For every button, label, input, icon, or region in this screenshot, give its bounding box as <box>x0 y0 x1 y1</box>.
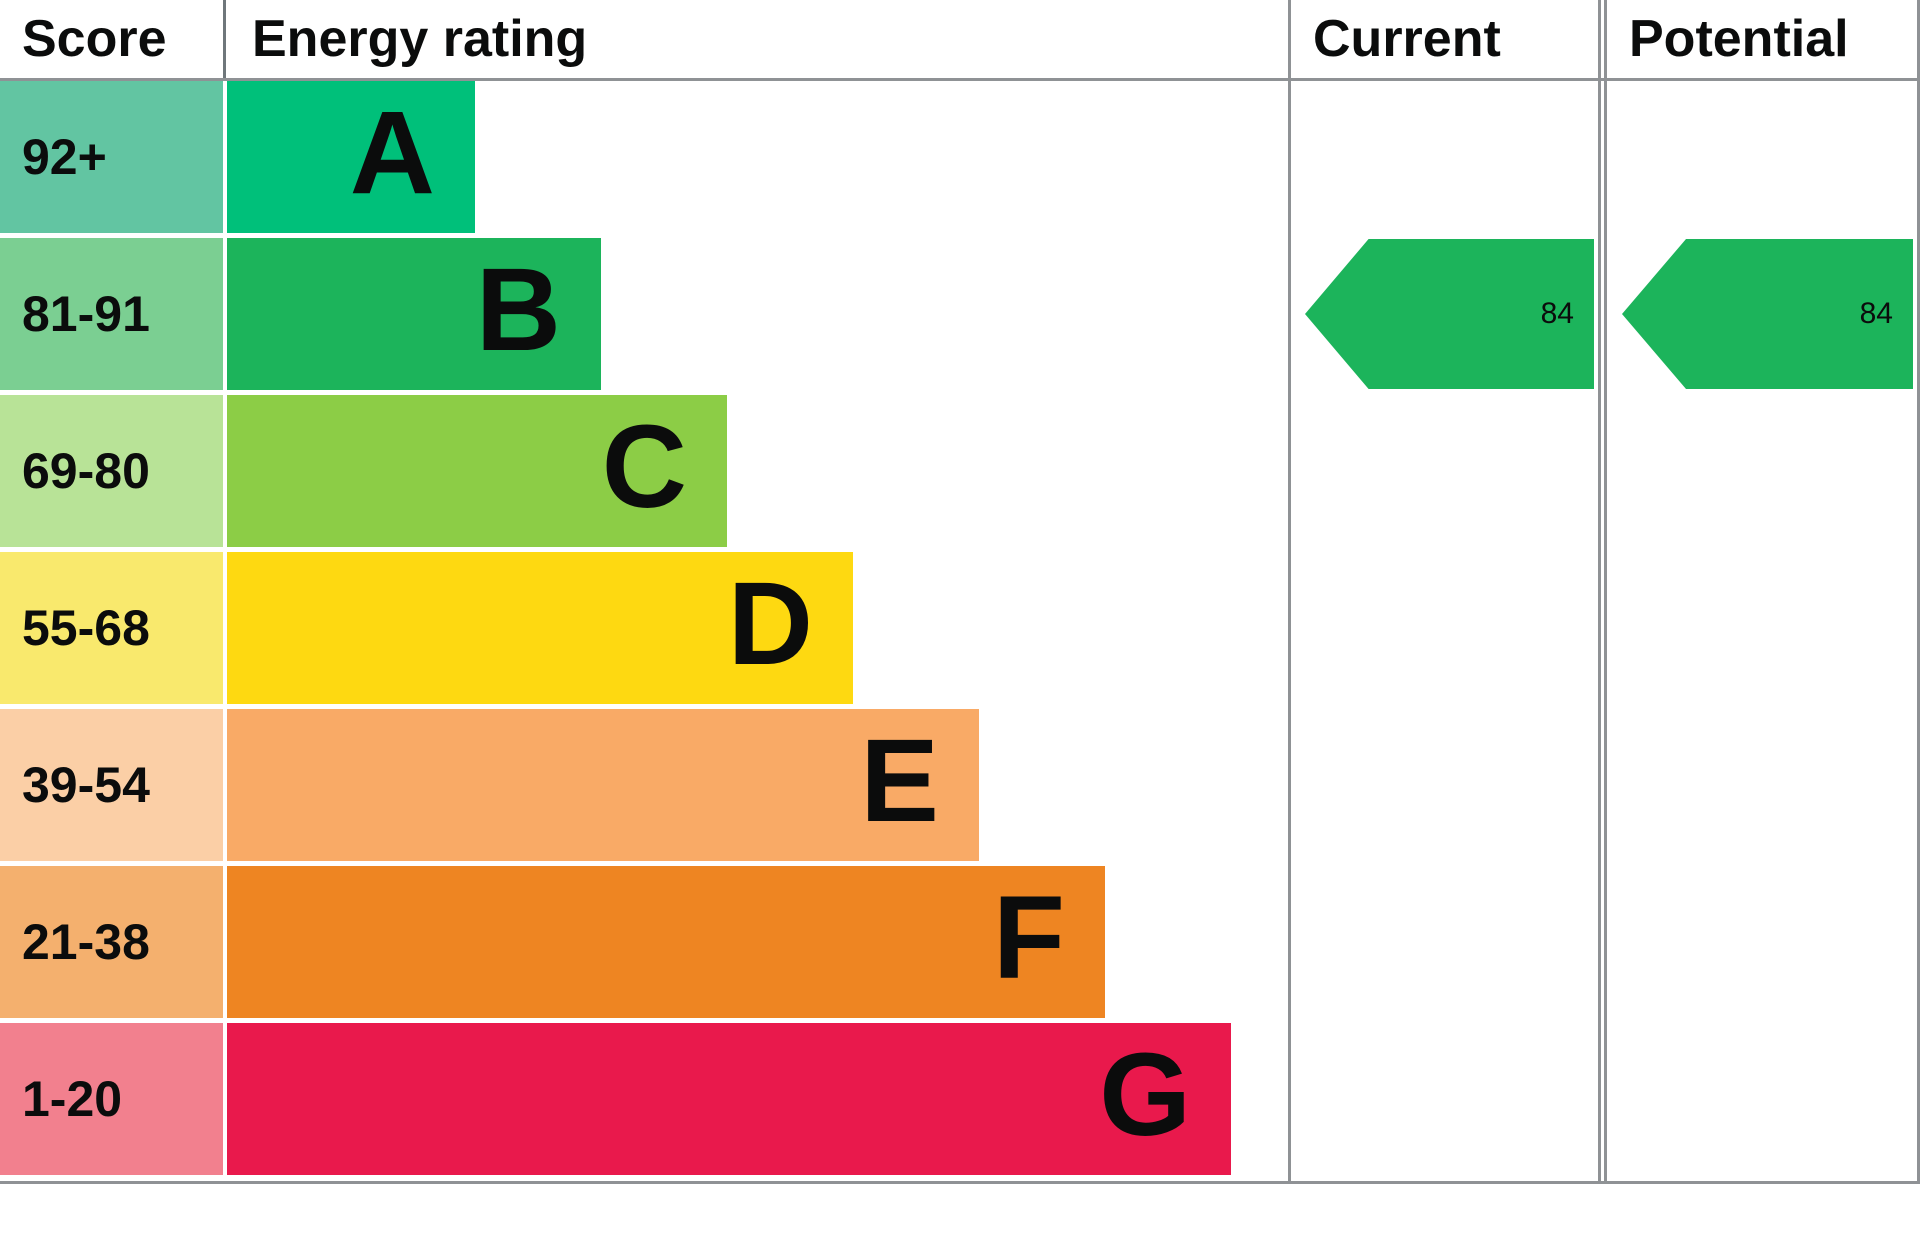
band-bar-f: F <box>227 866 1105 1018</box>
band-row-c: 69-80 C <box>0 395 1288 547</box>
band-score-a: 92+ <box>0 81 223 233</box>
band-letter-b: B <box>475 244 561 376</box>
band-bar-a: A <box>227 81 475 233</box>
potential-rating-arrow: 84 <box>1622 239 1913 389</box>
energy-rating-header: Energy rating <box>223 0 1920 78</box>
band-letter-e: E <box>860 715 939 847</box>
band-row-e: 39-54 E <box>0 709 1288 861</box>
band-row-b: 81-91 B <box>0 238 1288 390</box>
chart-header-row: Score Energy rating <box>0 0 1920 78</box>
band-bar-e: E <box>227 709 979 861</box>
band-row-a: 92+ A <box>0 81 1288 233</box>
band-list: 92+ A 81-91 B 69-80 C 55-68 D 39-54 <box>0 81 1288 1180</box>
potential-rating-value: 84 <box>1859 297 1893 330</box>
potential-column: Potential <box>1604 0 1920 1181</box>
band-letter-c: C <box>601 401 687 533</box>
band-score-g: 1-20 <box>0 1023 223 1175</box>
band-letter-f: F <box>992 872 1065 1004</box>
band-row-f: 21-38 F <box>0 866 1288 1018</box>
band-bar-b: B <box>227 238 601 390</box>
band-row-g: 1-20 G <box>0 1023 1288 1175</box>
bottom-divider <box>0 1181 1920 1184</box>
band-letter-d: D <box>727 558 813 690</box>
band-letter-g: G <box>1099 1029 1191 1161</box>
score-header: Score <box>22 10 167 68</box>
band-letter-a: A <box>349 87 435 219</box>
current-rating-arrow: 84 <box>1305 239 1594 389</box>
header-divider <box>0 78 1920 81</box>
current-rating-value: 84 <box>1540 297 1574 330</box>
band-score-d: 55-68 <box>0 552 223 704</box>
band-score-e: 39-54 <box>0 709 223 861</box>
band-score-f: 21-38 <box>0 866 223 1018</box>
band-score-b: 81-91 <box>0 238 223 390</box>
band-bar-g: G <box>227 1023 1231 1175</box>
band-score-c: 69-80 <box>0 395 223 547</box>
band-bar-d: D <box>227 552 853 704</box>
band-row-d: 55-68 D <box>0 552 1288 704</box>
current-column: Current <box>1288 0 1601 1181</box>
band-bar-c: C <box>227 395 727 547</box>
current-header: Current <box>1313 10 1501 68</box>
potential-header: Potential <box>1629 10 1849 68</box>
